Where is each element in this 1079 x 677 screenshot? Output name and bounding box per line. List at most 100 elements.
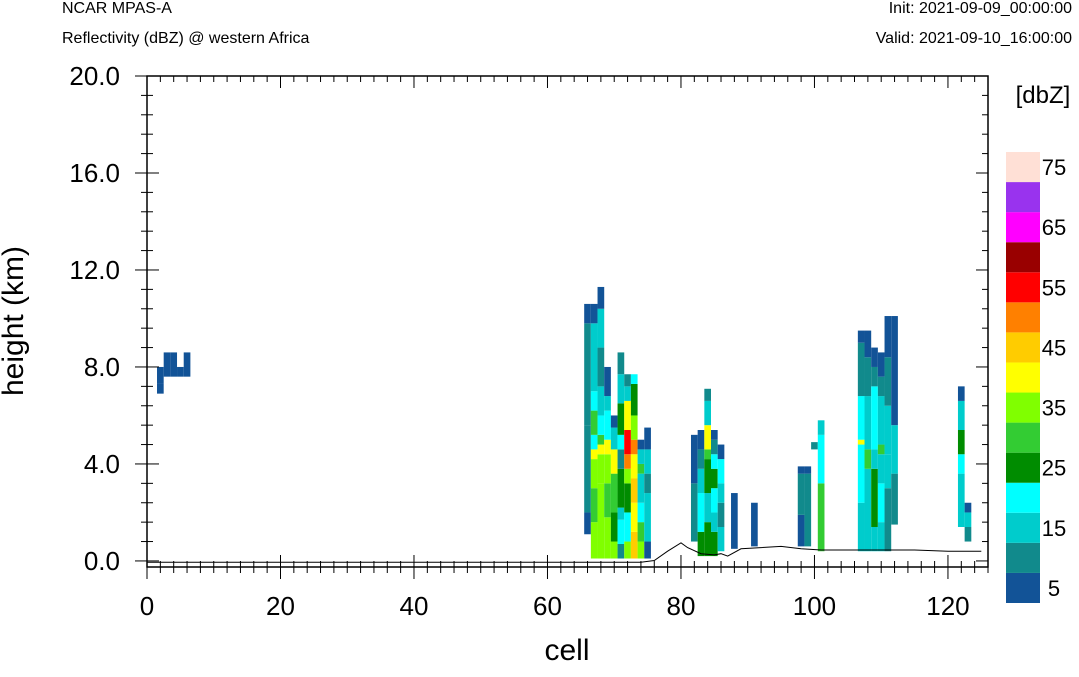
reflectivity-cell xyxy=(604,517,611,559)
colorbar-swatch xyxy=(1006,482,1040,513)
reflectivity-cell xyxy=(864,357,872,397)
reflectivity-cell xyxy=(704,400,711,426)
reflectivity-cell xyxy=(704,425,711,450)
colorbar-swatch xyxy=(1006,362,1040,393)
colorbar-swatch xyxy=(1006,392,1040,423)
reflectivity-cell xyxy=(884,454,892,489)
reflectivity-cell xyxy=(891,473,898,525)
colorbar-label: 55 xyxy=(1042,275,1066,300)
reflectivity-cell xyxy=(597,286,605,309)
axis-ticks: 0 20 40 60 80 100 120 0.0 4.0 8.0 12.0 16.0 20.0 xyxy=(69,61,989,621)
reflectivity-cell xyxy=(597,434,605,445)
colorbar-label: 5 xyxy=(1048,576,1060,601)
reflectivity-cell xyxy=(871,526,878,552)
reflectivity-cell xyxy=(630,478,638,503)
reflectivity-cell xyxy=(644,427,651,450)
reflectivity-cell xyxy=(690,483,698,542)
reflectivity-cell xyxy=(717,459,725,484)
reflectivity-cell xyxy=(610,473,618,513)
reflectivity-cell xyxy=(704,449,711,460)
reflectivity-cell xyxy=(877,444,885,455)
reflectivity-cell xyxy=(630,439,638,455)
x-tick-label: 60 xyxy=(533,591,562,621)
reflectivity-cell xyxy=(604,410,611,440)
reflectivity-cell xyxy=(871,449,878,469)
reflectivity-cell xyxy=(590,459,598,489)
reflectivity-cell xyxy=(630,502,638,532)
reflectivity-cell xyxy=(697,449,705,469)
colorbar-label: 75 xyxy=(1042,155,1066,180)
reflectivity-cell xyxy=(617,374,625,404)
reflectivity-cell xyxy=(804,466,812,474)
reflectivity-cell xyxy=(584,323,591,426)
reflectivity-cell xyxy=(597,347,605,387)
reflectivity-cell xyxy=(877,376,885,397)
x-tick-label: 100 xyxy=(793,591,836,621)
reflectivity-cell xyxy=(637,522,645,542)
reflectivity-cell xyxy=(751,502,758,547)
reflectivity-cell xyxy=(877,396,885,445)
reflectivity-cell xyxy=(711,454,718,469)
reflectivity-cell xyxy=(597,444,605,455)
reflectivity-cell xyxy=(584,512,591,535)
reflectivity-cell xyxy=(877,522,885,552)
reflectivity-cell xyxy=(704,522,711,557)
reflectivity-cell xyxy=(964,502,972,513)
colorbar-label: 45 xyxy=(1042,335,1066,360)
reflectivity-cell xyxy=(644,473,651,494)
reflectivity-cell xyxy=(590,303,598,324)
reflectivity-cell xyxy=(964,512,972,527)
reflectivity-cell xyxy=(177,366,184,377)
y-axis-label: height (km) xyxy=(0,246,30,396)
reflectivity-cell xyxy=(604,454,611,484)
reflectivity-cell xyxy=(711,512,718,532)
reflectivity-cell xyxy=(711,531,718,557)
reflectivity-cell xyxy=(817,483,825,552)
reflectivity-cell xyxy=(624,430,631,455)
reflectivity-cell xyxy=(804,473,812,547)
reflectivity-cell xyxy=(590,323,598,392)
reflectivity-cell xyxy=(711,488,718,513)
reflectivity-cell xyxy=(797,466,805,474)
reflectivity-cell xyxy=(610,427,618,450)
reflectivity-cell xyxy=(584,425,591,513)
reflectivity-cell xyxy=(604,366,611,397)
reflectivity-cell xyxy=(590,434,598,450)
reflectivity-cell xyxy=(590,391,598,411)
reflectivity-cell xyxy=(717,483,725,503)
reflectivity-cell xyxy=(624,541,631,559)
reflectivity-cell xyxy=(630,374,638,384)
reflectivity-cell xyxy=(884,316,892,358)
reflectivity-cell xyxy=(704,388,711,401)
reflectivity-cell xyxy=(857,330,865,343)
colorbar-label: 25 xyxy=(1042,456,1066,481)
colorbar-title: [dbZ] xyxy=(1016,82,1071,109)
reflectivity-cell xyxy=(797,514,805,547)
reflectivity-cell xyxy=(637,449,645,464)
reflectivity-cell xyxy=(624,468,631,484)
reflectivity-cell xyxy=(630,383,638,416)
reflectivity-cell xyxy=(157,366,164,384)
reflectivity-cell xyxy=(617,507,625,520)
colorbar-swatch xyxy=(1006,272,1040,303)
colorbar-swatch xyxy=(1006,152,1040,183)
reflectivity-cell xyxy=(590,488,598,523)
reflectivity-cell xyxy=(857,342,865,397)
y-tick-label: 0.0 xyxy=(84,546,120,576)
reflectivity-cell xyxy=(590,522,598,559)
reflectivity-cell xyxy=(584,303,591,324)
colorbar-label: 15 xyxy=(1042,516,1066,541)
reflectivity-cell xyxy=(597,386,605,416)
reflectivity-cell xyxy=(697,531,705,557)
reflectivity-cell xyxy=(857,502,865,552)
reflectivity-cell xyxy=(704,493,711,523)
x-tick-label: 20 xyxy=(266,591,295,621)
reflectivity-cell xyxy=(624,386,631,401)
colorbar-swatch xyxy=(1006,542,1040,573)
reflectivity-cell xyxy=(610,541,618,559)
reflectivity-cell xyxy=(817,420,825,435)
x-tick-label: 40 xyxy=(400,591,429,621)
reflectivity-cell xyxy=(877,483,885,523)
reflectivity-cell xyxy=(597,483,605,559)
